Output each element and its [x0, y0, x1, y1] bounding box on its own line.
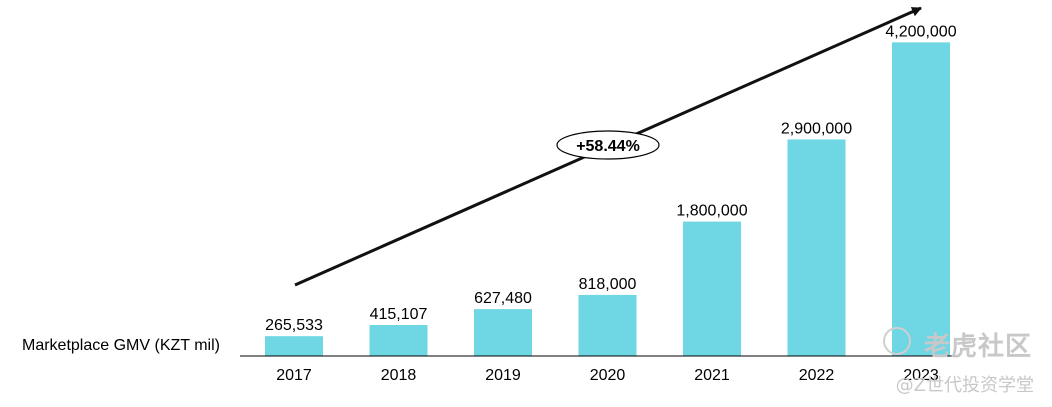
x-tick-2023: 2023 — [903, 367, 939, 384]
bar-2017 — [265, 336, 323, 356]
value-label-2020: 818,000 — [579, 276, 637, 293]
tiger-logo-icon — [883, 327, 911, 355]
bar-2018 — [369, 324, 428, 356]
value-label-2018: 415,107 — [370, 306, 428, 323]
bar-2020 — [578, 294, 637, 356]
row-label: Marketplace GMV (KZT mil) — [22, 337, 220, 354]
watermark-handle: @Z世代投资学堂 — [895, 375, 1034, 396]
x-tick-2021: 2021 — [694, 367, 730, 384]
value-label-2022: 2,900,000 — [781, 120, 852, 137]
x-tick-2020: 2020 — [590, 367, 626, 384]
bar-2023 — [892, 42, 950, 357]
bar-2019 — [474, 309, 532, 356]
x-tick-2019: 2019 — [485, 367, 521, 384]
value-label-2023: 4,200,000 — [885, 23, 956, 40]
cagr-badge — [556, 130, 660, 160]
x-tick-2022: 2022 — [799, 367, 835, 384]
value-label-2021: 1,800,000 — [676, 203, 747, 220]
bar-2022 — [787, 139, 846, 356]
value-label-2019: 627,480 — [474, 290, 532, 307]
watermark-title: 老虎社区 — [923, 332, 1032, 362]
bar-2021 — [683, 221, 741, 356]
x-tick-2017: 2017 — [276, 367, 312, 384]
cagr-label: +58.44% — [576, 138, 640, 155]
value-label-2017: 265,533 — [265, 317, 323, 334]
x-tick-2018: 2018 — [381, 367, 417, 384]
